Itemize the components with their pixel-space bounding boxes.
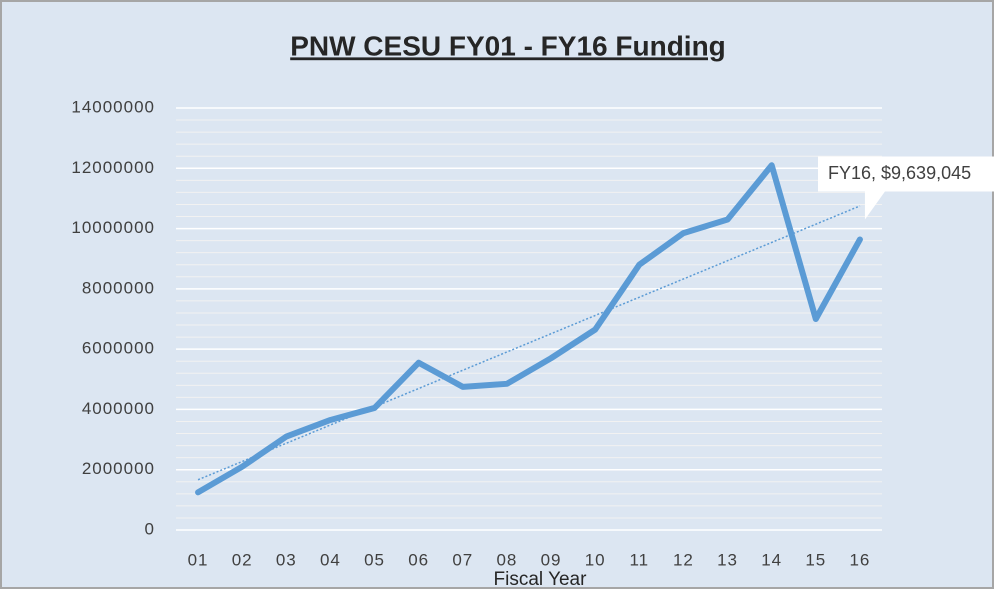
x-tick-label: 10: [585, 550, 606, 569]
x-tick-label: 13: [717, 550, 738, 569]
y-tick-label: 12000000: [71, 158, 155, 177]
x-tick-label: 14: [761, 550, 782, 569]
x-tick-label: 03: [276, 550, 297, 569]
chart-title: PNW CESU FY01 - FY16 Funding: [290, 30, 726, 61]
x-tick-label: 02: [232, 550, 253, 569]
x-tick-label: 07: [452, 550, 473, 569]
x-tick-label: 15: [805, 550, 826, 569]
y-tick-label: 0: [145, 519, 155, 538]
trendline: [197, 205, 861, 481]
y-tick-label: 4000000: [82, 399, 155, 418]
x-tick-label: 12: [673, 550, 694, 569]
y-tick-label: 10000000: [71, 218, 155, 237]
x-tick-label: 04: [320, 550, 341, 569]
y-tick-label: 6000000: [82, 339, 155, 358]
data-label-callout: [818, 156, 994, 220]
x-axis-label: Fiscal Year: [494, 569, 588, 589]
y-tick-label: 14000000: [71, 97, 155, 116]
x-tick-label: 08: [496, 550, 517, 569]
y-tick-label: 2000000: [82, 459, 155, 478]
x-tick-label: 16: [849, 550, 870, 569]
y-tick-label: 8000000: [82, 278, 155, 297]
x-tick-label: 01: [188, 550, 209, 569]
x-tick-label: 09: [541, 550, 562, 569]
data-line: [195, 162, 863, 496]
x-tick-label: 11: [629, 550, 649, 569]
x-tick-label: 06: [408, 550, 429, 569]
x-tick-label: 05: [364, 550, 385, 569]
data-label: FY16, $9,639,045: [828, 163, 971, 183]
